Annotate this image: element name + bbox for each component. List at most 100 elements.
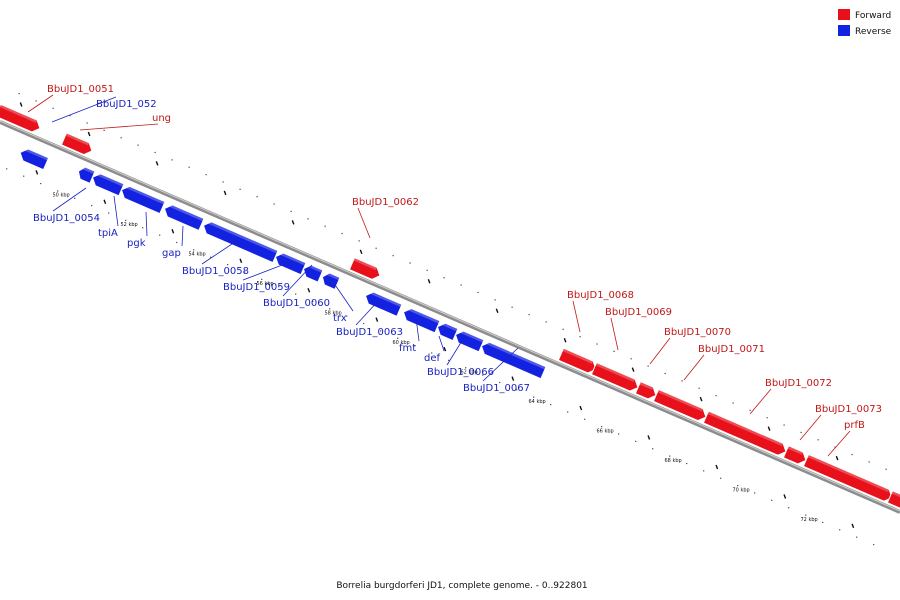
minor-tick bbox=[800, 431, 802, 434]
minor-tick bbox=[307, 218, 309, 220]
major-tick bbox=[223, 190, 227, 196]
minor-tick bbox=[477, 291, 479, 294]
gene-ung-shade bbox=[65, 132, 90, 146]
label-prfb: prfB bbox=[844, 420, 865, 431]
minor-tick bbox=[737, 485, 739, 487]
leader-line bbox=[242, 261, 291, 281]
tick-label: 52 kbp bbox=[121, 222, 138, 228]
minor-tick bbox=[176, 241, 178, 244]
minor-tick bbox=[885, 468, 887, 470]
minor-tick bbox=[278, 286, 280, 288]
tick-label: 66 kbp bbox=[597, 428, 614, 434]
minor-tick bbox=[35, 100, 37, 102]
minor-tick bbox=[142, 227, 144, 229]
gene-bbujd1-0071-shade bbox=[657, 389, 704, 412]
minor-tick bbox=[856, 536, 858, 538]
minor-tick bbox=[766, 417, 768, 419]
minor-tick bbox=[23, 175, 25, 177]
leader-line bbox=[415, 317, 420, 342]
minor-tick bbox=[69, 115, 71, 117]
label-ung: ung bbox=[152, 113, 171, 124]
label-bbujd1-0068: BbuJD1_0068 bbox=[567, 290, 634, 301]
minor-tick bbox=[448, 359, 450, 361]
gene-ung bbox=[60, 132, 93, 156]
gene-fmt bbox=[402, 307, 441, 334]
minor-tick bbox=[732, 402, 734, 404]
gene-partial-shade bbox=[891, 490, 900, 506]
label-trx: trx bbox=[333, 313, 347, 324]
leader-line bbox=[446, 335, 466, 366]
tick-label: 68 kbp bbox=[665, 458, 682, 464]
minor-tick bbox=[749, 409, 751, 411]
gene-bbujd1-0062 bbox=[348, 257, 381, 280]
label-bbujd1-052: BbuJD1_052 bbox=[96, 99, 157, 110]
minor-tick bbox=[528, 313, 530, 316]
minor-tick bbox=[261, 278, 263, 280]
leader-line bbox=[799, 414, 822, 441]
gene-trx-shade bbox=[323, 271, 341, 281]
gene-bbujd1-0070 bbox=[634, 380, 657, 400]
gene-bbujd1-0054-shade bbox=[79, 165, 96, 175]
gene-bbujd1-0067-shade bbox=[482, 339, 547, 370]
minor-tick bbox=[171, 159, 173, 161]
gene-bbujd1-0073 bbox=[782, 445, 807, 465]
leader-line bbox=[181, 225, 184, 247]
minor-tick bbox=[346, 315, 348, 317]
major-tick bbox=[563, 337, 567, 343]
gene-prfb-shade bbox=[807, 454, 890, 493]
minor-tick bbox=[188, 166, 190, 168]
leader-line bbox=[438, 335, 445, 352]
leader-line bbox=[572, 300, 581, 333]
minor-tick bbox=[329, 308, 331, 310]
gene-tpia-shade bbox=[93, 171, 125, 187]
minor-tick bbox=[137, 144, 139, 146]
minor-tick bbox=[783, 424, 785, 426]
minor-tick bbox=[669, 455, 671, 457]
gene-bbujd1-0066 bbox=[454, 330, 485, 353]
minor-tick bbox=[788, 507, 790, 509]
minor-tick bbox=[715, 395, 717, 397]
map-caption: Borrelia burgdorferi JD1, complete genom… bbox=[336, 581, 587, 591]
major-tick bbox=[155, 161, 159, 166]
gene-bbujd1-0058 bbox=[202, 221, 279, 264]
major-tick bbox=[35, 170, 39, 175]
tick-marks: 50 kbp 52 kbp 54 kbp 56 kbp 58 kbp 60 kbp 62 k… bbox=[6, 92, 887, 546]
minor-tick bbox=[873, 543, 875, 546]
gene-bbujd1-0070-shade bbox=[639, 381, 654, 390]
minor-tick bbox=[839, 529, 841, 531]
minor-tick bbox=[103, 129, 105, 132]
minor-tick bbox=[239, 188, 241, 190]
leader-line bbox=[145, 211, 148, 237]
minor-tick bbox=[120, 137, 122, 139]
minor-tick bbox=[341, 232, 343, 235]
minor-tick bbox=[567, 411, 569, 413]
gene-bbujd1-0059 bbox=[274, 252, 307, 276]
gene-fmt-shade bbox=[404, 306, 441, 324]
leader-line bbox=[51, 96, 117, 123]
major-tick bbox=[87, 131, 91, 137]
minor-tick bbox=[681, 380, 683, 382]
label-bbujd1-0066: BbuJD1_0066 bbox=[427, 367, 494, 378]
label-bbujd1-0051: BbuJD1_0051 bbox=[47, 84, 114, 95]
gene-bbujd1-0051 bbox=[0, 103, 41, 133]
gene-bbujd1-0063-shade bbox=[366, 289, 403, 308]
minor-tick bbox=[664, 372, 666, 375]
minor-tick bbox=[414, 345, 416, 347]
minor-tick bbox=[426, 269, 428, 271]
gene-pgk-shade bbox=[122, 183, 166, 205]
gene-def-shade bbox=[438, 320, 459, 332]
gene-prfb bbox=[802, 453, 893, 502]
minor-tick bbox=[409, 262, 411, 264]
minor-tick bbox=[754, 492, 756, 494]
minor-tick bbox=[460, 284, 462, 286]
gene-bbujd1-0058-shade bbox=[204, 219, 279, 254]
tick-label: 72 kbp bbox=[801, 517, 818, 523]
minor-tick bbox=[108, 212, 110, 214]
major-tick bbox=[171, 229, 175, 234]
gene-bbujd1-0054 bbox=[77, 166, 96, 184]
leader-line bbox=[482, 347, 519, 382]
leader-line bbox=[355, 298, 381, 326]
gene-bbujd1-0066-shade bbox=[456, 328, 485, 343]
major-tick bbox=[495, 308, 499, 313]
